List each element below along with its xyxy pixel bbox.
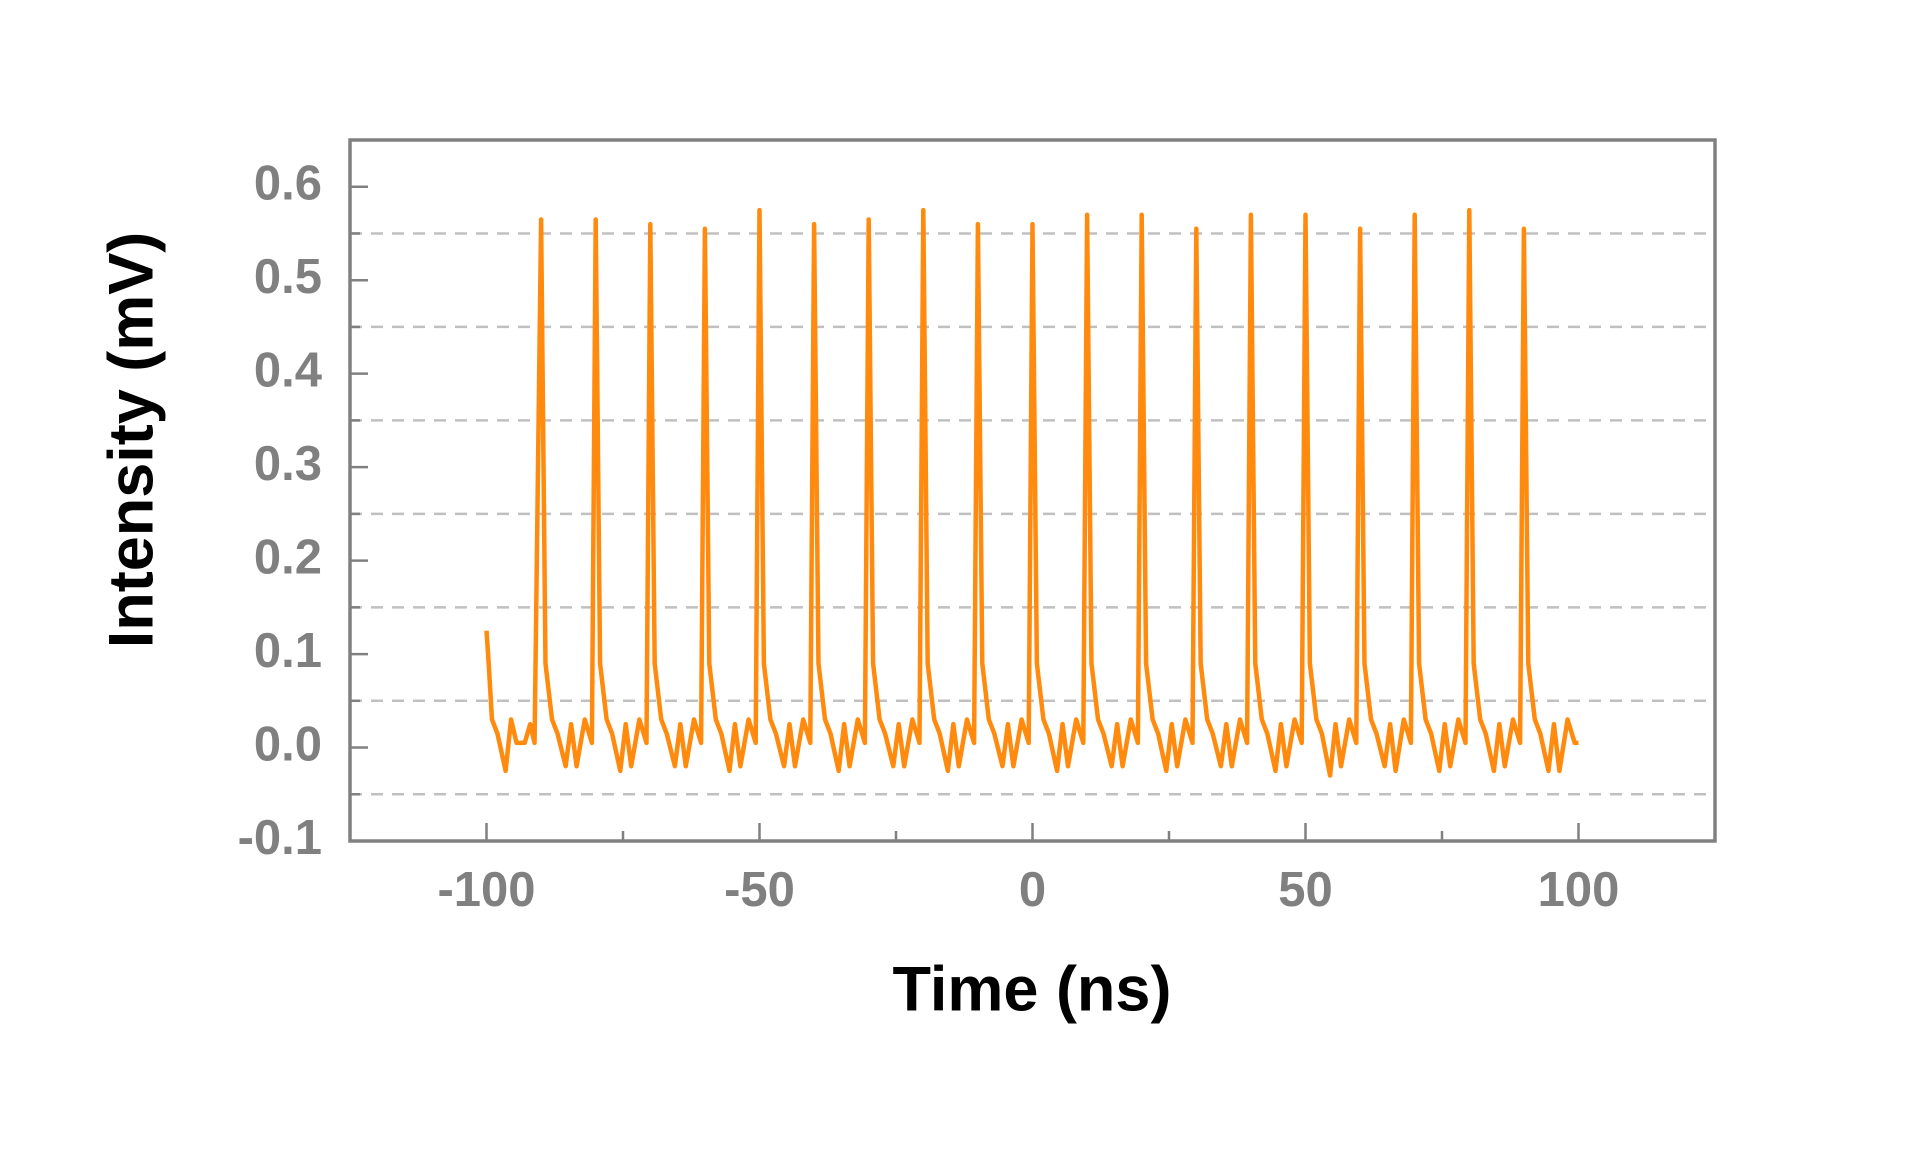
y-tick-label: 0.2: [254, 531, 322, 585]
data-line: [484, 207, 1579, 778]
y-tick-label: 0.5: [254, 250, 322, 304]
y-tick-label: 0.6: [254, 157, 322, 211]
x-tick-label: 100: [1538, 863, 1620, 917]
x-tick-label: -50: [724, 863, 795, 917]
y-axis-title: Intensity (mV): [97, 232, 167, 649]
x-tick-label: -100: [437, 863, 535, 917]
y-tick-label: 0.3: [254, 437, 322, 491]
plot-frame: [348, 138, 1717, 843]
x-tick-label: 50: [1278, 863, 1333, 917]
y-tick-label: 0.0: [254, 717, 322, 771]
x-tick-label: 0: [1019, 863, 1046, 917]
x-axis-title: Time (ns): [893, 955, 1172, 1025]
y-tick-label: 0.1: [254, 624, 322, 678]
y-tick-label: -0.1: [238, 811, 322, 865]
y-tick-label: 0.4: [254, 344, 322, 398]
